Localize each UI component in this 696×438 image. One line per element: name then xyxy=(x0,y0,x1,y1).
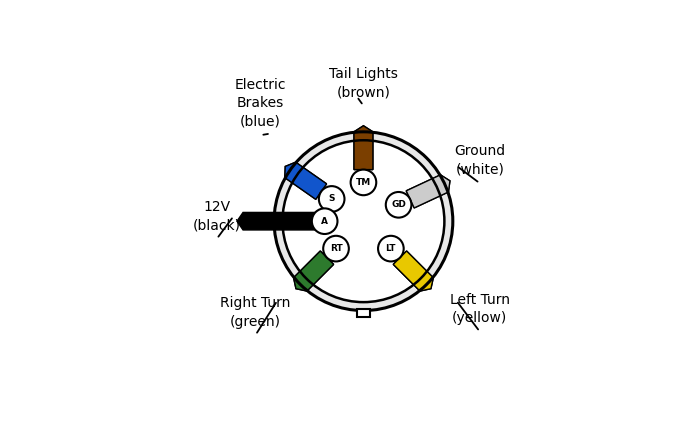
Text: TM: TM xyxy=(356,178,371,187)
Text: Right Turn: Right Turn xyxy=(221,296,291,310)
Bar xyxy=(357,309,370,317)
Text: A: A xyxy=(321,217,328,226)
Text: (blue): (blue) xyxy=(240,115,281,129)
Text: (white): (white) xyxy=(455,163,504,177)
Text: GD: GD xyxy=(391,200,406,209)
Text: (brown): (brown) xyxy=(336,85,390,99)
Circle shape xyxy=(323,236,349,261)
Text: Left Turn: Left Turn xyxy=(450,293,509,307)
Polygon shape xyxy=(285,162,326,199)
Text: Electric: Electric xyxy=(235,78,286,92)
Text: Tail Lights: Tail Lights xyxy=(329,67,398,81)
Polygon shape xyxy=(285,162,326,199)
Circle shape xyxy=(319,186,345,212)
Polygon shape xyxy=(406,175,450,208)
Text: RT: RT xyxy=(330,244,342,253)
Circle shape xyxy=(283,140,444,302)
Polygon shape xyxy=(294,251,333,291)
Circle shape xyxy=(274,132,453,311)
Polygon shape xyxy=(393,251,434,291)
Polygon shape xyxy=(354,126,373,170)
Text: (black): (black) xyxy=(193,219,241,233)
Polygon shape xyxy=(393,251,434,291)
Text: LT: LT xyxy=(386,244,396,253)
Circle shape xyxy=(378,236,404,261)
Text: (green): (green) xyxy=(230,314,281,328)
Circle shape xyxy=(351,170,377,195)
Circle shape xyxy=(312,208,338,234)
Polygon shape xyxy=(406,175,450,208)
Polygon shape xyxy=(237,212,329,230)
Text: Ground: Ground xyxy=(454,144,505,158)
Text: S: S xyxy=(329,194,335,203)
Polygon shape xyxy=(294,251,333,291)
Circle shape xyxy=(386,192,411,218)
Text: 12V: 12V xyxy=(203,200,230,214)
Text: Brakes: Brakes xyxy=(237,96,284,110)
Text: (yellow): (yellow) xyxy=(452,311,507,325)
Polygon shape xyxy=(354,126,373,170)
